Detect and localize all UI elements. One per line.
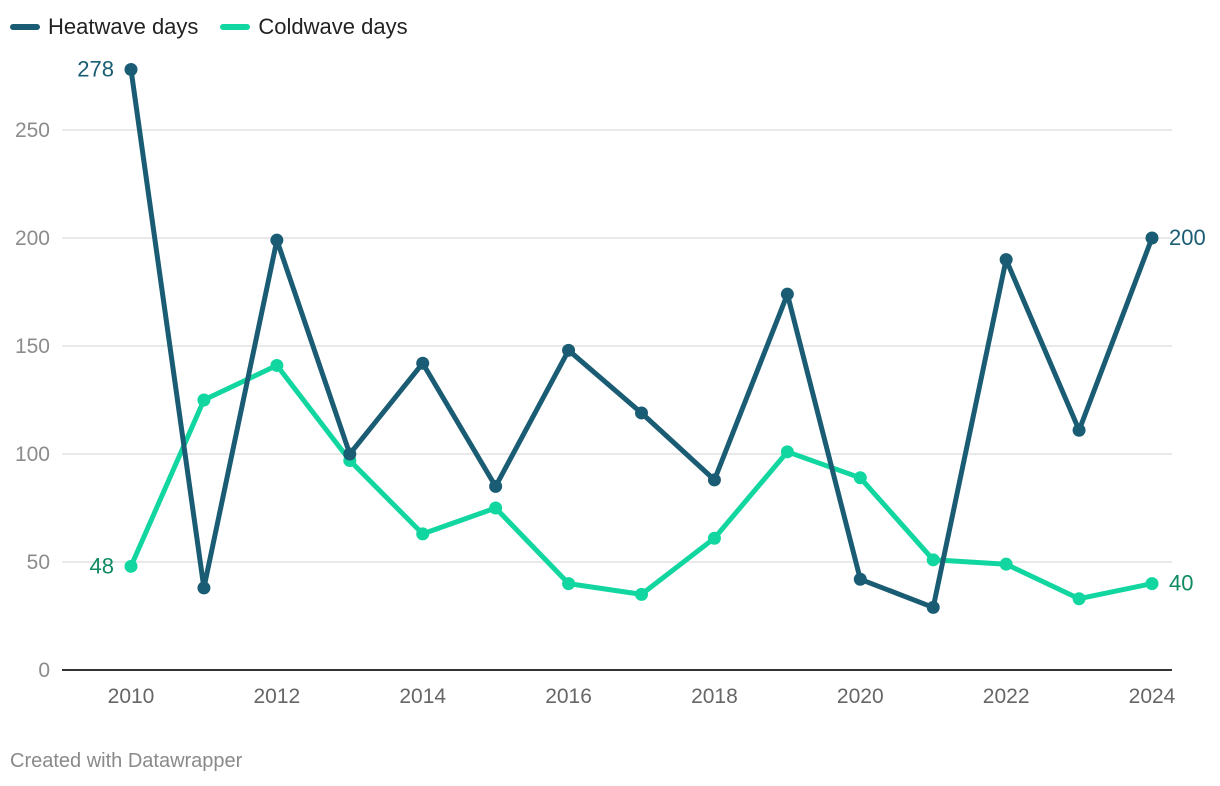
- data-point-heatwave: [926, 600, 940, 614]
- data-point-coldwave: [270, 358, 284, 372]
- start-value-label-heatwave: 278: [77, 57, 114, 82]
- legend-swatch-coldwave: [220, 24, 251, 30]
- x-tick-label: 2018: [691, 685, 738, 708]
- data-point-coldwave: [197, 393, 211, 407]
- end-value-label-coldwave: 40: [1169, 571, 1193, 596]
- x-tick-label: 2014: [399, 685, 446, 708]
- data-point-coldwave: [489, 501, 503, 515]
- data-point-heatwave: [999, 253, 1013, 267]
- data-point-coldwave: [707, 531, 721, 545]
- y-tick-label: 250: [15, 119, 50, 142]
- data-point-heatwave: [1145, 231, 1159, 245]
- data-point-heatwave: [780, 287, 794, 301]
- series-line-heatwave: [128, 67, 1155, 610]
- x-tick-label: 2010: [108, 685, 155, 708]
- legend-label-heatwave: Heatwave days: [48, 14, 199, 39]
- x-tick-label: 2022: [983, 685, 1030, 708]
- data-point-heatwave: [343, 447, 357, 461]
- legend-label-coldwave: Coldwave days: [258, 14, 408, 39]
- data-point-coldwave: [416, 527, 430, 541]
- data-point-coldwave: [1145, 577, 1159, 591]
- data-point-heatwave: [1072, 423, 1086, 437]
- end-value-label-heatwave: 200: [1169, 225, 1206, 250]
- data-point-coldwave: [635, 587, 648, 601]
- data-point-coldwave: [562, 577, 576, 591]
- credit-text: Created with Datawrapper: [10, 750, 243, 772]
- x-tick-label: 2016: [545, 685, 592, 708]
- data-point-heatwave: [489, 479, 503, 493]
- y-tick-label: 100: [15, 443, 50, 466]
- x-tick-label: 2024: [1129, 685, 1176, 708]
- data-point-heatwave: [635, 406, 648, 420]
- data-point-heatwave: [124, 63, 138, 77]
- data-point-coldwave: [926, 553, 940, 567]
- legend-item-heatwave[interactable]: Heatwave days: [10, 14, 198, 40]
- y-tick-label: 50: [27, 551, 50, 574]
- y-tick-label: 150: [15, 335, 50, 358]
- data-point-heatwave: [853, 572, 867, 586]
- data-point-heatwave: [416, 356, 430, 370]
- data-point-heatwave: [270, 233, 284, 247]
- data-point-coldwave: [780, 445, 794, 459]
- data-point-coldwave: [853, 471, 867, 485]
- legend: Heatwave days Coldwave days: [10, 14, 408, 40]
- data-point-heatwave: [707, 473, 721, 487]
- series-line-coldwave: [128, 362, 1155, 602]
- data-point-heatwave: [562, 343, 576, 357]
- data-point-coldwave: [1072, 592, 1086, 606]
- x-tick-label: 2012: [253, 685, 300, 708]
- start-value-label-coldwave: 48: [90, 553, 114, 578]
- legend-item-coldwave[interactable]: Coldwave days: [220, 14, 408, 40]
- data-point-heatwave: [197, 581, 211, 595]
- y-tick-label: 0: [38, 659, 50, 682]
- legend-swatch-heatwave: [10, 24, 40, 30]
- data-point-coldwave: [124, 559, 138, 573]
- x-tick-label: 2020: [837, 685, 884, 708]
- data-point-coldwave: [999, 557, 1013, 571]
- y-tick-label: 200: [15, 227, 50, 250]
